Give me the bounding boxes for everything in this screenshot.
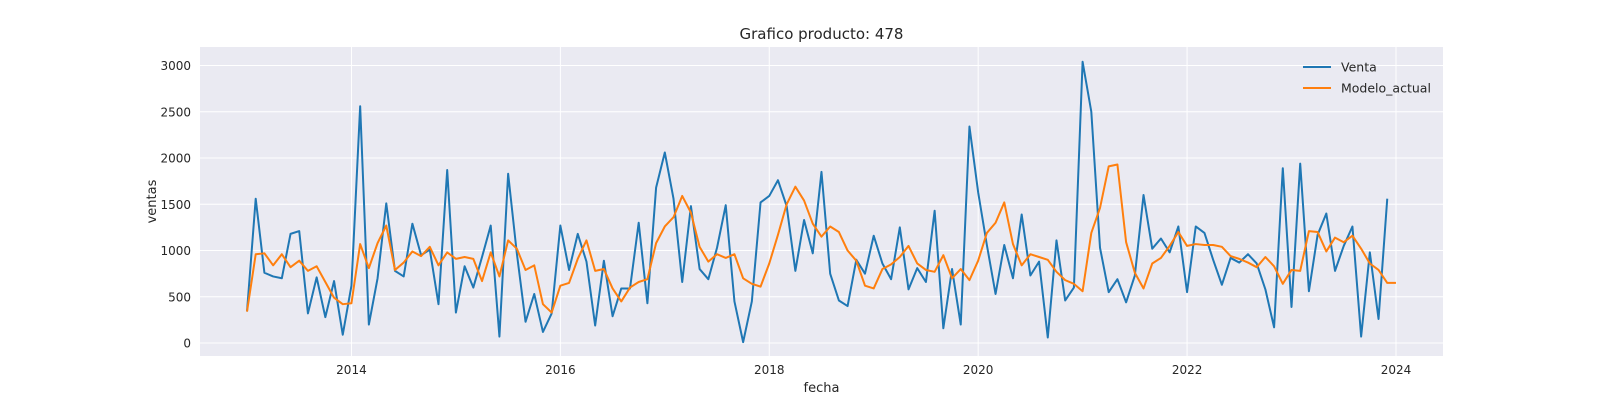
y-tick-label: 2000 bbox=[160, 152, 191, 166]
tick-labels: 0 500 1000 1500 2000 2500 3000 2014 2016 2018 2020… bbox=[160, 59, 1411, 377]
y-axis-label: ventas bbox=[145, 179, 160, 223]
legend: Venta Modelo_actual bbox=[1303, 60, 1431, 96]
y-tick-label: 1500 bbox=[160, 198, 191, 212]
y-tick-label: 3000 bbox=[160, 59, 191, 73]
series-line-venta bbox=[246, 60, 1389, 344]
x-tick-label: 2024 bbox=[1381, 363, 1412, 377]
y-tick-label: 1000 bbox=[160, 244, 191, 258]
legend-label-venta: Venta bbox=[1341, 60, 1377, 75]
x-tick-label: 2022 bbox=[1172, 363, 1203, 377]
chart-title: Grafico producto: 478 bbox=[740, 25, 904, 43]
x-tick-label: 2018 bbox=[754, 363, 785, 377]
series bbox=[246, 60, 1396, 344]
series-line-modelo-actual bbox=[246, 163, 1396, 314]
y-tick-label: 2500 bbox=[160, 105, 191, 119]
x-tick-label: 2016 bbox=[545, 363, 576, 377]
x-tick-label: 2020 bbox=[963, 363, 994, 377]
x-axis-label: fecha bbox=[804, 381, 840, 396]
legend-label-modelo-actual: Modelo_actual bbox=[1341, 81, 1431, 96]
y-tick-label: 0 bbox=[183, 337, 191, 351]
y-tick-label: 500 bbox=[168, 290, 191, 304]
plot-background bbox=[200, 47, 1443, 356]
x-tick-label: 2014 bbox=[336, 363, 367, 377]
